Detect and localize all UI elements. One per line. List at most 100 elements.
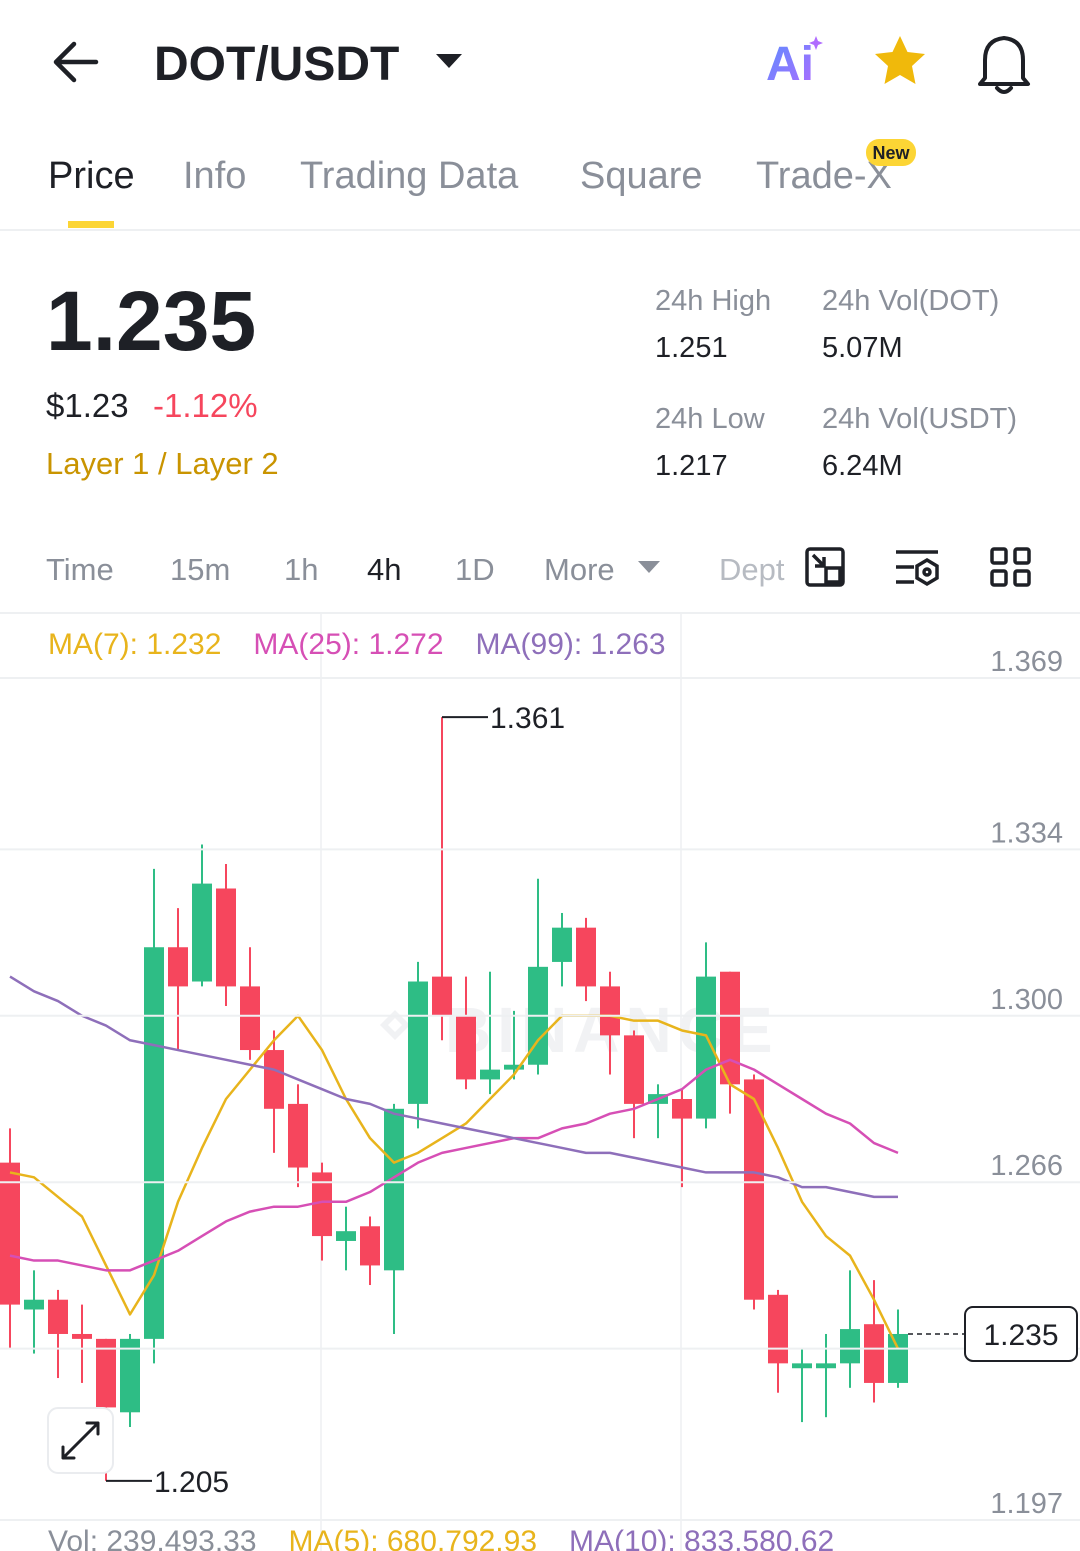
candle-body [72, 1333, 92, 1339]
stat-label: 24h Low [655, 403, 766, 435]
interval[interactable]: More [544, 552, 615, 587]
candle-body [120, 1338, 140, 1413]
candle-body [144, 947, 164, 1339]
tab[interactable]: Square [580, 155, 703, 197]
icon-box [824, 566, 842, 584]
stat-label: 24h High [655, 285, 771, 317]
indicator-icon[interactable] [896, 550, 939, 587]
candle-body [720, 971, 740, 1085]
usd-price: $1.23 [46, 387, 129, 424]
pair-title: DOT/USDT [154, 38, 399, 91]
stat-value: 6.24M [822, 450, 903, 482]
grid-icon[interactable] [990, 547, 1031, 587]
candle-body [408, 981, 428, 1104]
tab[interactable]: Trading Data [300, 155, 519, 197]
icon-lines [896, 550, 938, 584]
icon-cell [1013, 569, 1031, 587]
candle-body [768, 1294, 788, 1364]
candlestick-chart: BINANCE [0, 717, 908, 1481]
interval[interactable]: 4h [367, 552, 401, 587]
low-label: 1.205 [154, 1466, 229, 1499]
back-button[interactable] [53, 41, 99, 83]
ma-legend: MA(7): 1.232 [48, 628, 221, 661]
expand-arrows [61, 1421, 100, 1460]
candle-body [480, 1069, 500, 1080]
new-badge-text: New [872, 143, 910, 163]
price-tag-label: 1.235 [983, 1319, 1058, 1352]
divider [0, 612, 1080, 614]
candle-body [240, 986, 260, 1051]
favorite-star[interactable] [875, 36, 925, 84]
more-caret [638, 561, 660, 573]
moving-average-line [9, 1058, 899, 1272]
pair-selector[interactable]: DOT/USDT [154, 38, 462, 91]
tab[interactable]: Info [183, 155, 246, 197]
pair-caret [436, 54, 462, 68]
layout-icon[interactable] [805, 547, 845, 587]
stat-value: 1.251 [655, 332, 728, 364]
notification-bell[interactable] [978, 36, 1030, 94]
candle-body [360, 1226, 380, 1266]
candle-body [840, 1329, 860, 1364]
y-tick-label: 1.334 [990, 817, 1063, 849]
candle-body [216, 888, 236, 987]
icon-cell [990, 547, 1008, 565]
volume-legend: Vol: 239,493.33 [48, 1525, 257, 1551]
candle-body [552, 927, 572, 962]
new-badge [866, 139, 916, 166]
divider [0, 229, 1080, 231]
y-tick-label: 1.266 [990, 1150, 1063, 1182]
interval[interactable]: 1D [455, 552, 495, 587]
interval[interactable]: 15m [170, 552, 230, 587]
candle-body [48, 1299, 68, 1334]
stat-value: 1.217 [655, 450, 728, 482]
tab[interactable]: Trade-X [756, 155, 892, 197]
bell-body [978, 36, 1030, 86]
volume-legend: MA(5): 680,792.93 [289, 1525, 537, 1551]
interval[interactable]: Time [46, 552, 114, 587]
active-tab-indicator [68, 221, 114, 228]
moving-average-line [9, 1014, 900, 1350]
icon-frame [805, 547, 845, 587]
candle-body [696, 976, 716, 1119]
candle-body [816, 1363, 836, 1369]
y-tick-label: 1.300 [990, 984, 1063, 1016]
ma-legend: MA(25): 1.272 [253, 628, 443, 661]
interval[interactable]: Dept [719, 552, 785, 587]
candle-body [24, 1299, 44, 1310]
candle-body [264, 1050, 284, 1109]
candle-body [96, 1338, 116, 1408]
candle-body [432, 976, 452, 1016]
ai-button[interactable]: Ai [766, 38, 814, 91]
candle-body [168, 947, 188, 987]
candle-body [672, 1099, 692, 1119]
watermark-logo [380, 1010, 410, 1040]
stat-value: 5.07M [822, 332, 903, 364]
stat-label: 24h Vol(USDT) [822, 403, 1017, 435]
candle-body [0, 1162, 20, 1305]
candle-body [312, 1172, 332, 1237]
candle-body [744, 1079, 764, 1300]
icon-dot [922, 567, 932, 577]
candle-body [792, 1363, 812, 1369]
last-price: 1.235 [46, 274, 256, 368]
tab[interactable]: Price [48, 155, 135, 197]
price-tag [964, 1305, 1078, 1362]
fullscreen-button[interactable] [47, 1407, 114, 1474]
price-change: -1.12% [153, 387, 258, 424]
high-label: 1.361 [490, 702, 565, 735]
sector-tag[interactable]: Layer 1 / Layer 2 [46, 446, 279, 481]
candle-body [600, 986, 620, 1036]
icon-arrow [811, 553, 826, 568]
candle-body [384, 1108, 404, 1271]
candle-body [504, 1064, 524, 1070]
candle-body [576, 927, 596, 987]
candle-body [456, 1015, 476, 1080]
candle-body [288, 1103, 308, 1168]
y-tick-label: 1.197 [990, 1488, 1063, 1520]
candle-body [888, 1333, 908, 1383]
interval[interactable]: 1h [284, 552, 318, 587]
candle-body [192, 883, 212, 982]
stat-label: 24h Vol(DOT) [822, 285, 999, 317]
